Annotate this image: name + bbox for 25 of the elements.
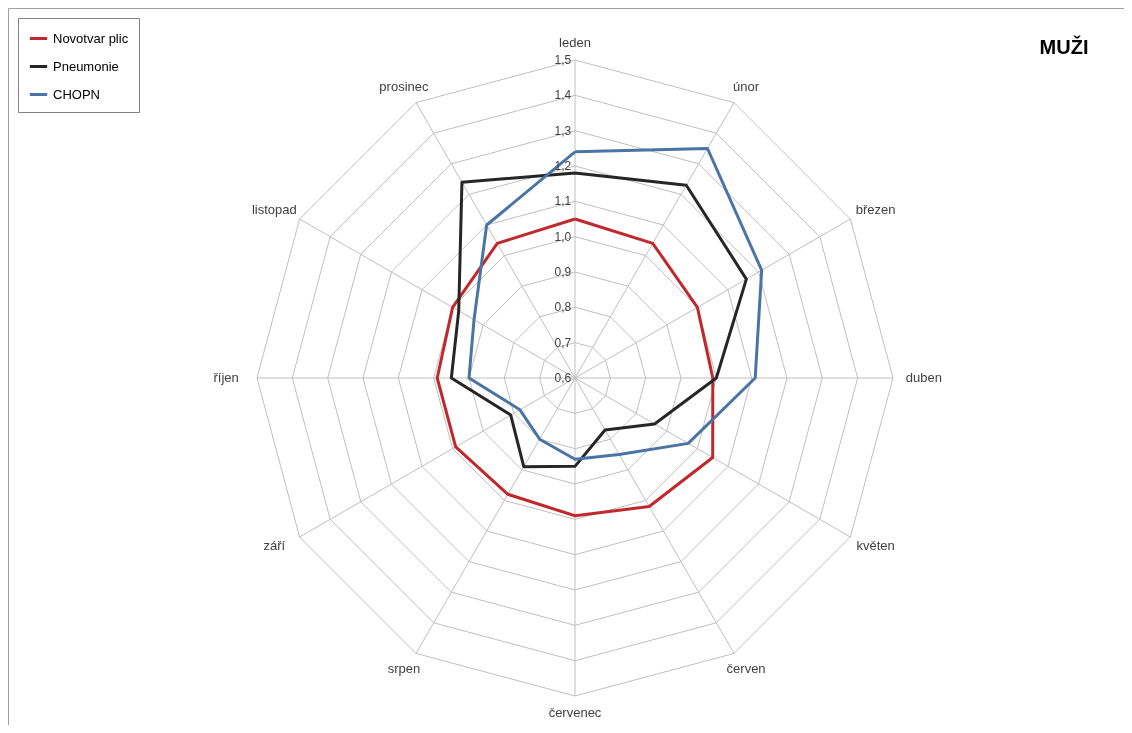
text: MUŽI [1039,35,1089,58]
spoke-label: prosinec [379,79,429,95]
legend-label: CHOPN [53,86,100,102]
spoke-label: leden [559,34,591,50]
y-tick-label: 1,1 [554,194,572,209]
spoke-label: březen [855,202,896,218]
spoke-label: říjen [213,370,239,385]
y-tick-label: 1,4 [554,88,572,103]
legend-label: Pneumonie [53,58,119,74]
spoke-label: září [263,537,286,553]
spoke-label: listopad [251,202,297,218]
spoke-label: červenec [548,705,602,721]
spoke-label: květen [856,537,895,553]
y-tick-label: 0,6 [554,371,572,385]
spoke-label: srpen [387,660,421,676]
spoke-label: únor [733,79,760,95]
y-tick-label: 0,7 [554,335,572,350]
y-tick-label: 1,5 [554,53,572,67]
legend-label: Novotvar plic [53,30,129,46]
y-tick-label: 0,9 [554,265,572,279]
y-tick-label: 0,8 [554,300,572,315]
y-tick-label: 1,0 [554,229,572,244]
y-tick-label: 1,3 [554,123,572,138]
spoke-label: červen [726,660,766,676]
spoke-label: duben [905,370,942,385]
